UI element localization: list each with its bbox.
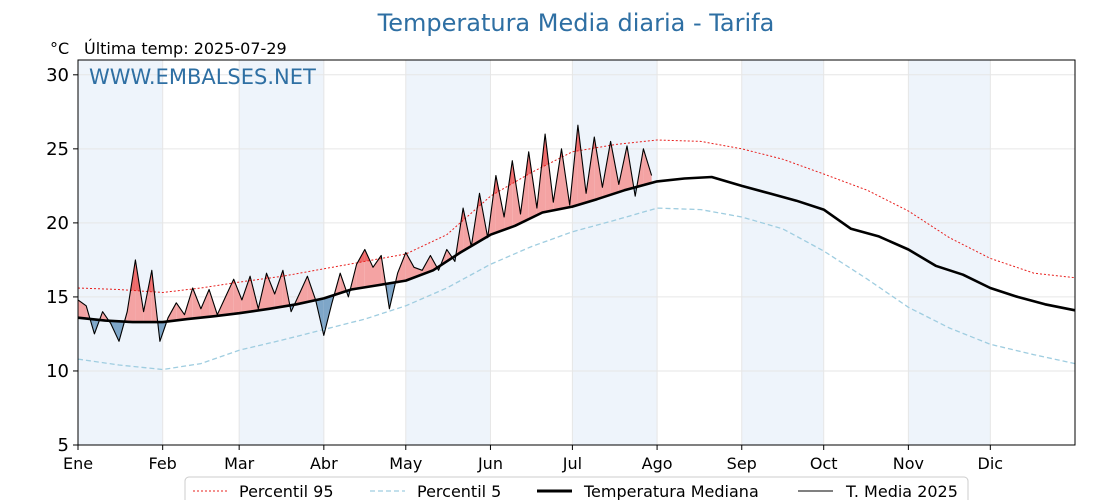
legend-label-p95: Percentil 95: [239, 482, 334, 500]
series-line-current: [77, 124, 653, 342]
y-tick-label-20: 20: [46, 213, 69, 234]
month-band-Jul: [572, 60, 658, 445]
chart-title: Temperatura Media diaria - Tarifa: [377, 9, 775, 37]
x-tick-label-Abr: Abr: [310, 454, 338, 473]
x-tick-label-Jun: Jun: [477, 454, 503, 473]
x-tick-label-May: May: [389, 454, 422, 473]
deviation-fill: [274, 270, 283, 308]
x-tick-label-Feb: Feb: [149, 454, 177, 473]
y-tick-label-30: 30: [46, 65, 69, 86]
unit-label: °C: [50, 39, 69, 58]
y-tick-label-25: 25: [46, 139, 69, 160]
x-tick-label-Dic: Dic: [978, 454, 1004, 473]
deviation-fill: [373, 255, 382, 286]
deviation-fill: [200, 289, 210, 318]
last-reading-label: Última temp: 2025-07-29: [84, 39, 287, 58]
series-line-median: [77, 175, 1076, 324]
legend: Percentil 95 Percentil 5 Temperatura Med…: [184, 476, 969, 500]
deviation-fill: [643, 148, 652, 186]
deviation-fill: [266, 273, 275, 310]
series-line-p5: [77, 207, 1076, 371]
series-line-p95: [77, 139, 1076, 294]
month-band-Mar: [239, 60, 324, 445]
y-tick-label-15: 15: [46, 287, 69, 308]
deviation-fill: [241, 276, 251, 313]
x-tick-label-Oct: Oct: [810, 454, 838, 473]
legend-label-p5: Percentil 5: [417, 482, 501, 500]
x-tick-label-Ene: Ene: [63, 454, 93, 473]
x-tick-label-Sep: Sep: [727, 454, 757, 473]
x-tick-label-Ago: Ago: [642, 454, 673, 473]
deviation-fill: [176, 302, 185, 321]
legend-box: [184, 476, 969, 500]
deviation-fill: [225, 279, 234, 315]
y-axis: 5 10 15 20 25 30: [46, 65, 78, 456]
legend-label-median: Temperatura Mediana: [583, 482, 759, 500]
legend-label-current: T. Media 2025: [845, 482, 958, 500]
x-axis: Ene Feb Mar Abr May Jun Jul Ago Sep Oct Nov Dic: [63, 445, 1003, 473]
plot-frame: [77, 59, 1076, 446]
x-tick-label-Jul: Jul: [562, 454, 582, 473]
month-band-Nov: [908, 60, 991, 445]
x-tick-label-Nov: Nov: [893, 454, 924, 473]
month-bands: [78, 60, 991, 445]
month-band-Ene: [78, 60, 163, 445]
deviation-fill: [397, 252, 406, 282]
watermark: WWW.EMBALSES.NET: [89, 65, 316, 89]
y-tick-label-5: 5: [58, 435, 69, 456]
deviation-fills: [78, 125, 652, 342]
deviation-fill: [192, 288, 201, 319]
deviation-fill: [233, 279, 242, 314]
series-lines: [77, 124, 1076, 371]
y-tick-label-10: 10: [46, 361, 69, 382]
deviation-fill: [299, 276, 308, 304]
x-tick-label-Mar: Mar: [224, 454, 255, 473]
month-band-Sep: [741, 60, 824, 445]
deviation-fill: [405, 252, 414, 281]
